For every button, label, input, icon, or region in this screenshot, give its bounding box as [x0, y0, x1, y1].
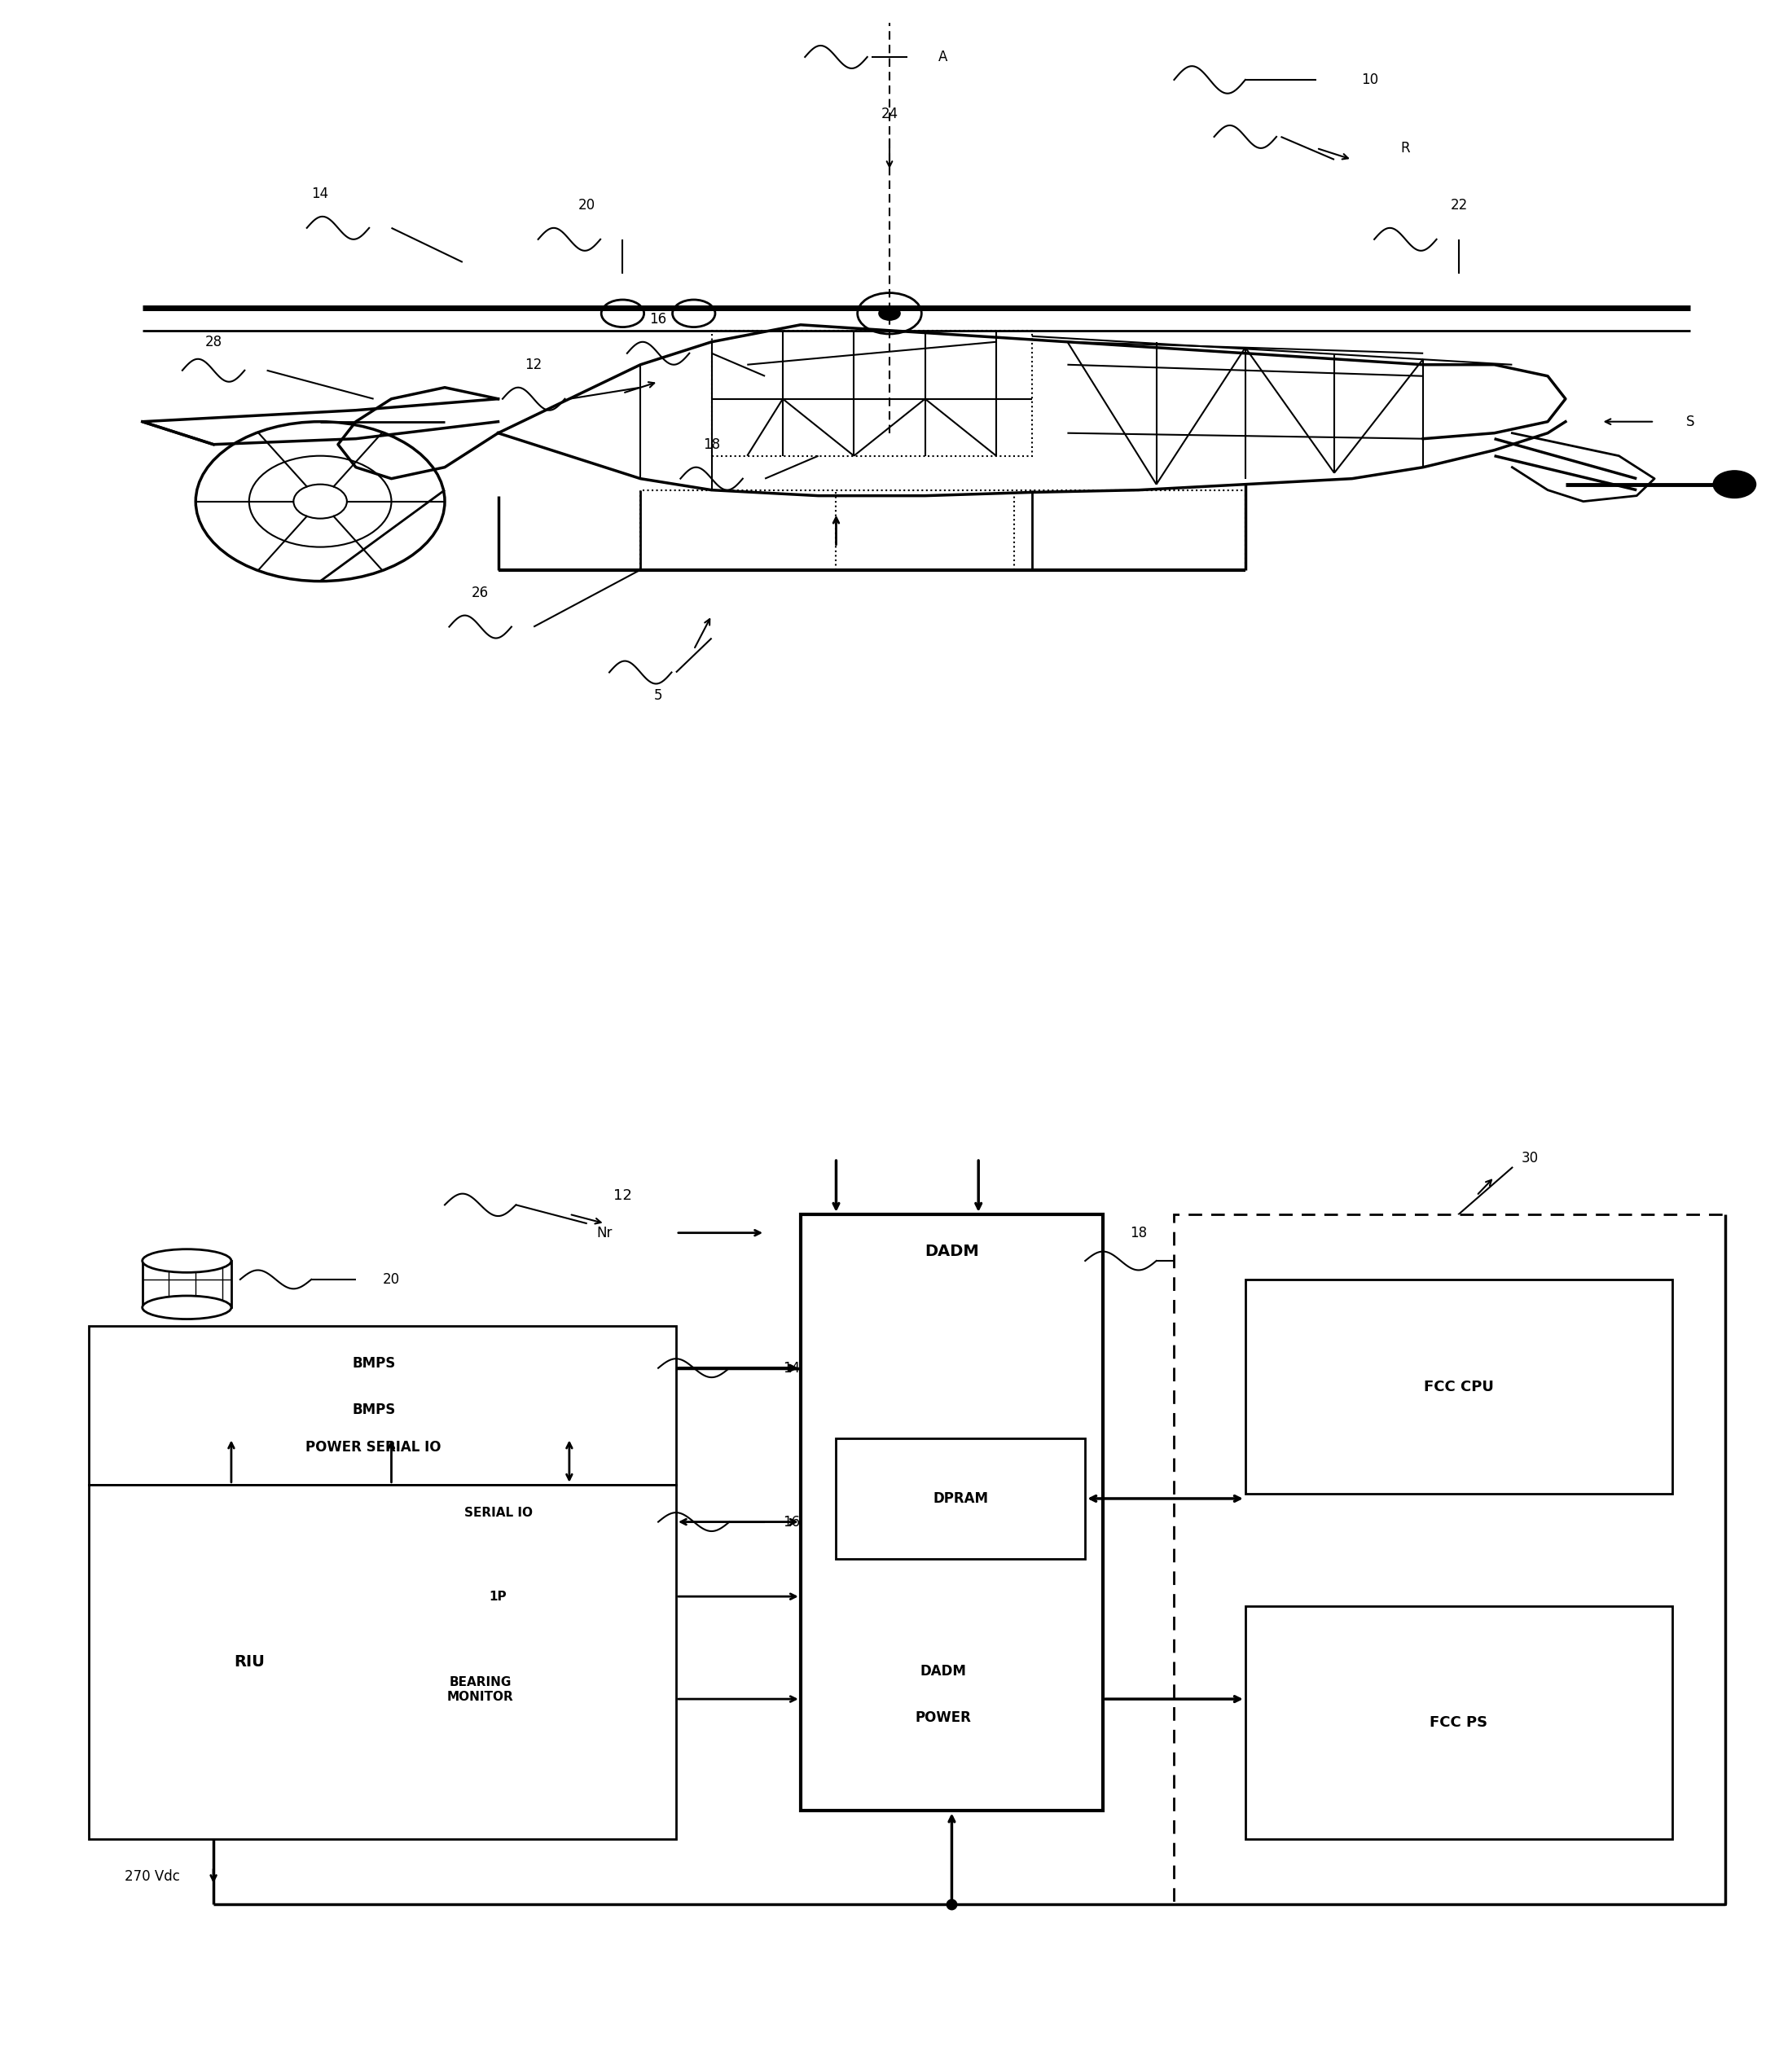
Text: 26: 26	[471, 584, 489, 601]
Text: RIU: RIU	[233, 1653, 265, 1670]
Ellipse shape	[142, 1295, 231, 1320]
Bar	[836, 1438, 1085, 1558]
Text: 20: 20	[578, 197, 596, 213]
Text: 16: 16	[783, 1515, 801, 1529]
Text: 22: 22	[1450, 197, 1468, 213]
Circle shape	[1713, 470, 1756, 497]
Text: 18: 18	[703, 437, 720, 452]
Text: DADM: DADM	[925, 1243, 978, 1260]
Text: BMPS: BMPS	[352, 1355, 395, 1372]
Text: 18: 18	[1130, 1225, 1147, 1241]
Bar	[1245, 1606, 1672, 1840]
Text: 30: 30	[1521, 1150, 1539, 1167]
Text: 10: 10	[1361, 73, 1379, 87]
Text: 12: 12	[614, 1187, 632, 1204]
Text: DPRAM: DPRAM	[932, 1492, 989, 1506]
Text: 20: 20	[382, 1272, 400, 1287]
Text: 14: 14	[311, 186, 329, 201]
Ellipse shape	[142, 1249, 231, 1272]
Bar	[89, 1326, 676, 1484]
Text: R: R	[1400, 141, 1411, 155]
Circle shape	[879, 307, 900, 321]
Text: A: A	[938, 50, 948, 64]
Text: 12: 12	[525, 356, 543, 373]
Bar	[1245, 1278, 1672, 1494]
Bar	[712, 329, 1032, 456]
Text: FCC CPU: FCC CPU	[1423, 1380, 1494, 1394]
Text: BEARING
MONITOR: BEARING MONITOR	[447, 1676, 514, 1703]
Text: POWER: POWER	[914, 1709, 971, 1726]
Bar	[89, 1484, 676, 1840]
Text: 24: 24	[881, 106, 898, 122]
Bar	[640, 489, 1245, 570]
Text: POWER SERIAL IO: POWER SERIAL IO	[306, 1440, 441, 1455]
Bar	[142, 1260, 231, 1307]
Text: 1P: 1P	[489, 1591, 507, 1602]
Text: 14: 14	[783, 1361, 801, 1376]
Text: 270 Vdc: 270 Vdc	[125, 1869, 180, 1883]
Text: SERIAL IO: SERIAL IO	[464, 1506, 532, 1519]
Text: 28: 28	[205, 334, 222, 350]
Text: 16: 16	[649, 311, 667, 327]
Text: DADM: DADM	[920, 1664, 966, 1678]
Text: FCC PS: FCC PS	[1430, 1716, 1487, 1730]
Bar	[1174, 1214, 1726, 1904]
Text: 5: 5	[655, 688, 662, 702]
Bar	[801, 1214, 1103, 1811]
Text: BMPS: BMPS	[352, 1403, 395, 1417]
Text: S: S	[1686, 414, 1694, 429]
Text: Nr: Nr	[598, 1225, 612, 1241]
